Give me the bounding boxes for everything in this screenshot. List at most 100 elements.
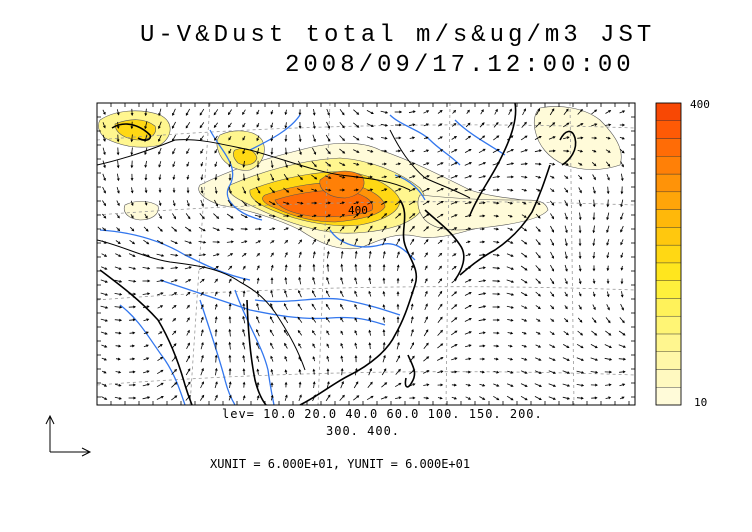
wind-vector-head — [118, 344, 122, 348]
wind-vector — [241, 200, 247, 206]
wind-vector-head — [189, 253, 193, 257]
wind-vector-head — [454, 136, 458, 139]
wind-vector — [228, 186, 232, 194]
wind-vector-head — [524, 241, 528, 245]
wind-vector-head — [214, 150, 218, 154]
wind-vector-head — [187, 355, 191, 359]
wind-vector — [326, 317, 330, 323]
wind-vector — [270, 290, 274, 298]
wind-vector-head — [496, 370, 500, 374]
wind-vector-head — [439, 396, 443, 400]
wind-vector — [271, 160, 273, 168]
wind-vector-head — [300, 201, 304, 205]
wind-vector — [186, 330, 190, 336]
wind-vector — [464, 305, 472, 309]
wind-vector-head — [340, 263, 344, 267]
wind-vector — [171, 292, 177, 296]
wind-vector — [548, 370, 556, 374]
wind-vector — [563, 330, 569, 336]
wind-vector-head — [118, 254, 122, 257]
wind-vector-head — [299, 394, 302, 398]
wind-vector — [520, 395, 528, 401]
wind-vector-head — [256, 290, 260, 294]
wind-vector — [339, 395, 345, 401]
wind-vector-head — [468, 148, 472, 152]
wind-vector-head — [227, 112, 231, 116]
wind-vector — [464, 188, 472, 192]
wind-vector — [243, 173, 245, 181]
wind-vector-head — [524, 306, 528, 309]
wind-vector-head — [482, 135, 486, 139]
wind-vector-head — [384, 382, 388, 385]
wind-vector — [564, 264, 568, 272]
wind-vector — [366, 136, 374, 140]
wind-vector — [381, 213, 387, 219]
wind-vector-head — [468, 344, 472, 347]
wind-vector — [255, 186, 261, 194]
wind-vector — [424, 291, 428, 297]
wind-vector — [395, 188, 401, 192]
wind-vector-head — [314, 189, 318, 192]
wind-vector — [381, 225, 387, 233]
wind-vector-head — [174, 368, 177, 372]
wind-vector-head — [453, 253, 457, 256]
wind-vector-head — [242, 151, 246, 155]
wind-vector-head — [565, 281, 568, 285]
wind-vector-head — [326, 330, 329, 334]
wind-vector — [367, 213, 373, 219]
wind-vector — [325, 134, 331, 142]
wind-vector — [606, 173, 610, 181]
contour-levels-line1: lev= 10.0 20.0 40.0 60.0 100. 150. 200. — [222, 407, 543, 421]
wind-vector — [199, 213, 205, 219]
wind-vector — [271, 135, 273, 141]
wind-vector-head — [453, 383, 457, 387]
wind-vector — [128, 280, 136, 282]
wind-vector — [411, 304, 413, 310]
wind-vector — [408, 188, 416, 192]
wind-vector-head — [104, 254, 108, 257]
wind-vector — [172, 213, 176, 219]
wind-vector — [464, 331, 472, 335]
wind-vector — [156, 396, 164, 400]
wind-vector-head — [510, 331, 514, 335]
wind-vector-head — [410, 303, 414, 307]
wind-vector-head — [355, 381, 359, 385]
wind-vector-head — [410, 316, 414, 320]
wind-vector-head — [620, 178, 624, 182]
wind-vector — [397, 329, 399, 337]
reference-vector-icon — [45, 414, 92, 457]
wind-vector — [506, 383, 514, 387]
wind-vector — [436, 188, 444, 192]
wind-vector — [367, 201, 373, 205]
wind-vector-head — [510, 357, 514, 361]
wind-vector — [579, 212, 581, 220]
wind-vector — [256, 329, 260, 337]
wind-vector — [521, 318, 527, 322]
wind-vector-head — [158, 164, 161, 168]
wind-vector-head — [425, 303, 428, 307]
wind-vector-head — [341, 381, 344, 385]
wind-vector — [117, 121, 119, 129]
wind-vector-head — [145, 331, 149, 335]
wind-vector-head — [355, 225, 359, 229]
wind-vector-head — [383, 238, 386, 242]
wind-vector — [521, 176, 527, 178]
wind-vector — [283, 187, 289, 193]
wind-vector — [423, 226, 429, 232]
wind-vector-head — [537, 306, 541, 310]
wind-vector-head — [565, 216, 568, 220]
wind-vector-head — [481, 109, 484, 113]
wind-vector-head — [146, 305, 150, 309]
wind-vector-head — [606, 217, 609, 221]
wind-vector — [298, 147, 302, 155]
wind-vector — [312, 330, 316, 336]
wind-vector-head — [284, 112, 288, 116]
wind-vector — [395, 213, 401, 219]
wind-vector-head — [229, 191, 232, 195]
wind-vector-head — [160, 382, 164, 386]
wind-vector — [606, 238, 610, 246]
wind-vector-head — [327, 394, 331, 398]
wind-vector — [409, 239, 415, 245]
colorbar — [655, 102, 682, 406]
wind-vector-head — [468, 266, 472, 269]
